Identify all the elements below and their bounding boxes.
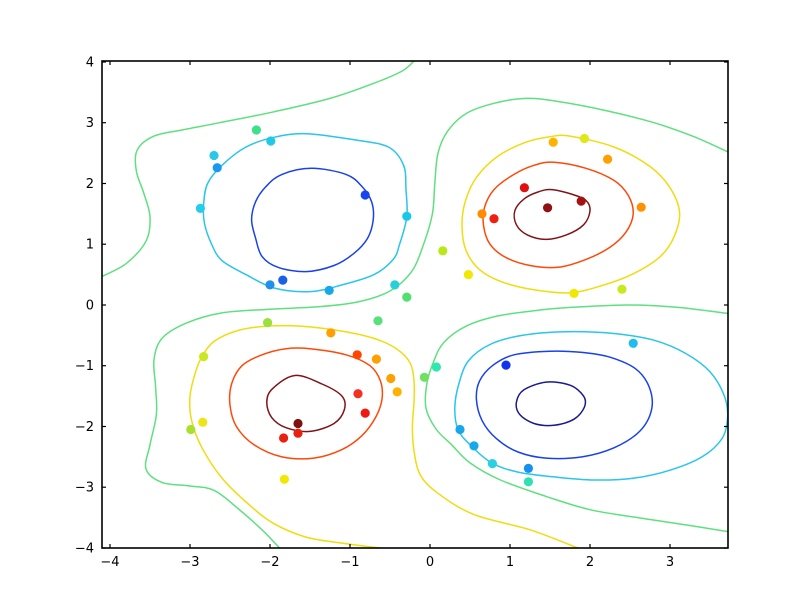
contour-line-orangered-upper-right	[482, 161, 634, 269]
y-tick-label: −1	[75, 359, 94, 374]
scatter-point	[293, 428, 303, 438]
contour-line-zero-level-upper-left	[102, 61, 415, 278]
scatter-point	[431, 362, 441, 372]
scatter-point	[326, 328, 336, 338]
contour-line-blue-upper-left	[250, 167, 375, 273]
scatter-point	[279, 433, 289, 443]
scatter-point	[543, 203, 553, 213]
x-tick-label: 0	[426, 555, 434, 570]
scatter-point	[324, 285, 334, 295]
contour-line-cyan-upper-left	[202, 132, 408, 293]
y-tick-label: 3	[86, 116, 94, 131]
scatter-point	[352, 350, 362, 360]
scatter-point	[198, 417, 208, 427]
scatter-point	[390, 280, 400, 290]
scatter-point	[199, 352, 209, 362]
contour-line-navy-lower-right	[515, 381, 587, 427]
scatter-point	[266, 136, 276, 146]
y-tick-label: −4	[75, 542, 94, 557]
scatter-point	[603, 154, 613, 164]
y-tick-label: −2	[75, 420, 94, 435]
x-tick-label: 3	[666, 555, 674, 570]
scatter-point	[455, 424, 465, 435]
scatter-point	[353, 389, 363, 399]
scatter-point	[251, 125, 261, 135]
scatter-point	[523, 477, 534, 487]
scatter-point	[477, 209, 487, 219]
scatter-point	[576, 196, 586, 206]
contour-line-zero-level-long-sweep	[144, 97, 728, 548]
scatter-point	[293, 418, 303, 429]
scatter-point	[392, 387, 402, 397]
scatter-point	[617, 284, 627, 294]
contour-line-yellow-upper-right	[461, 134, 681, 294]
y-tick-labels: −4 −3 −2 −1 0 1 2 3 4	[75, 56, 94, 557]
x-tick-label: −2	[260, 555, 279, 570]
contour-lines	[102, 61, 728, 548]
axis-ticks	[102, 61, 728, 549]
scatter-point	[386, 373, 396, 384]
scatter-point	[579, 133, 590, 144]
scatter-point	[186, 424, 196, 435]
scatter-point	[371, 354, 381, 364]
x-tick-label: 1	[506, 555, 514, 570]
scatter-point	[265, 280, 275, 290]
scatter-point	[279, 474, 289, 484]
contour-line-orangered-lower-left	[228, 347, 384, 460]
scatter-point	[501, 360, 511, 370]
scatter-point	[489, 214, 499, 224]
y-tick-label: 2	[86, 177, 94, 192]
scatter-point	[636, 202, 646, 212]
scatter-point	[469, 441, 479, 451]
contour-line-darkred-upper-right	[513, 188, 591, 241]
scatter-point	[628, 338, 638, 348]
x-tick-labels: −4 −3 −2 −1 0 1 2 3	[100, 555, 674, 570]
scatter-point	[463, 270, 473, 280]
x-tick-label: −1	[340, 555, 359, 570]
scatter-point	[360, 408, 370, 418]
scatter-point	[209, 150, 219, 161]
contour-line-yellow-lower-left	[188, 324, 579, 548]
y-tick-label: 1	[86, 238, 94, 253]
scatter-point	[360, 190, 370, 200]
scatter-point	[523, 463, 534, 473]
scatter-point	[519, 183, 530, 193]
y-tick-label: 0	[86, 299, 94, 314]
scatter-point	[402, 211, 412, 221]
x-tick-label: −4	[100, 555, 119, 570]
scatter-point	[438, 246, 448, 256]
y-tick-label: −3	[75, 481, 94, 496]
scatter-point	[263, 318, 273, 328]
y-tick-label: 4	[86, 56, 94, 71]
contour-line-blue-lower-right	[475, 350, 654, 460]
contour-line-darkred-lower-left	[266, 374, 346, 433]
scatter-point	[195, 203, 205, 213]
scatter-point	[278, 275, 288, 285]
x-tick-label: −3	[180, 555, 199, 570]
scatter-point	[402, 292, 412, 302]
scatter-point	[373, 316, 383, 326]
scatter-point	[487, 459, 497, 469]
scatter-point	[212, 163, 222, 173]
scatter-point	[419, 372, 429, 382]
scatter-point	[548, 137, 558, 147]
x-tick-label: 2	[586, 555, 594, 570]
contour-line-cyan-lower-right	[454, 330, 728, 481]
scatter-point	[569, 288, 579, 298]
scatter-points	[186, 125, 646, 487]
contour-line-zero-level-lower-right	[424, 304, 728, 533]
